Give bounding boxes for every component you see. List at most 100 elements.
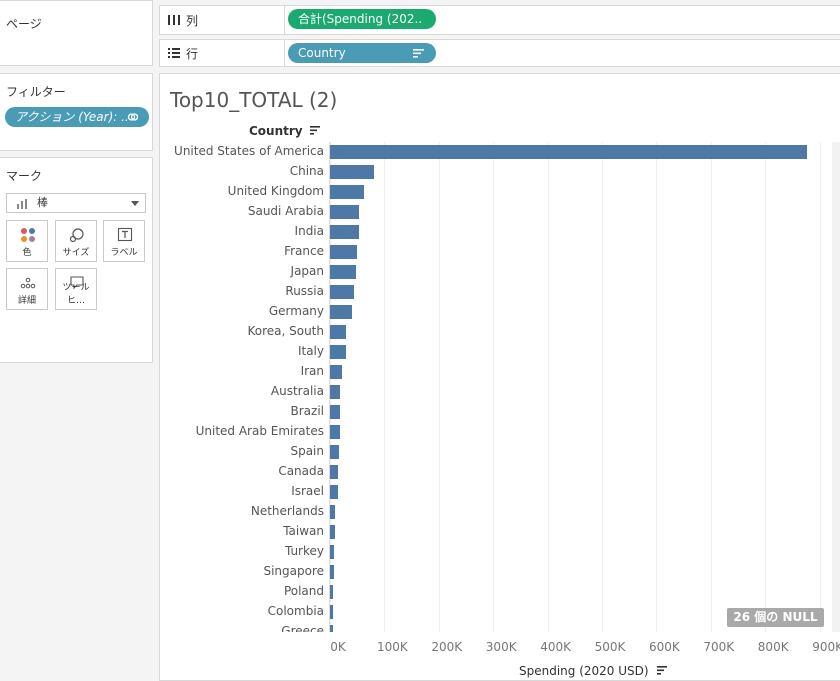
sort-icon	[413, 49, 424, 58]
mark-type-select[interactable]: 棒	[6, 193, 146, 213]
country-label[interactable]: Spain	[290, 444, 324, 458]
country-label[interactable]: United States of America	[174, 144, 324, 158]
x-tick-label: 400K	[540, 640, 571, 654]
bar[interactable]	[330, 285, 355, 299]
bar[interactable]	[330, 145, 808, 159]
bar[interactable]	[330, 445, 339, 459]
x-tick-label: 500K	[594, 640, 626, 654]
view-title: Top10_TOTAL (2)	[170, 88, 338, 112]
row-header-label: Country	[249, 124, 303, 138]
bar[interactable]	[330, 325, 347, 339]
country-label[interactable]: Greece	[281, 624, 324, 632]
country-label[interactable]: Netherlands	[250, 504, 324, 518]
filter-pill-year[interactable]: アクション (Year): ..	[5, 107, 149, 127]
x-tick-label: 800K	[757, 640, 789, 654]
country-label[interactable]: China	[289, 164, 324, 178]
scrollbar-track[interactable]	[832, 142, 840, 632]
country-label[interactable]: Poland	[283, 584, 324, 598]
mark-type-label: 棒	[37, 196, 48, 209]
country-label[interactable]: United Kingdom	[227, 184, 324, 198]
bar[interactable]	[330, 585, 334, 599]
country-label[interactable]: Colombia	[267, 604, 324, 618]
country-label[interactable]: Germany	[268, 304, 324, 318]
text-label-icon	[117, 227, 133, 242]
country-label[interactable]: Israel	[291, 484, 324, 498]
shelf-divider	[284, 6, 285, 34]
rows-pill-label: Country	[298, 46, 346, 60]
country-label[interactable]: Saudi Arabia	[247, 204, 324, 218]
mark-size-button[interactable]: サイズ	[55, 220, 97, 262]
pages-title: ページ	[6, 17, 42, 31]
bar[interactable]	[330, 185, 364, 199]
country-label[interactable]: Taiwan	[283, 524, 324, 538]
tooltip-icon	[70, 276, 84, 290]
country-label[interactable]: France	[284, 244, 324, 258]
bars	[160, 142, 840, 632]
country-label[interactable]: Turkey	[284, 544, 324, 558]
x-axis-title[interactable]: Spending (2020 USD)	[519, 664, 668, 678]
bar[interactable]	[330, 605, 334, 619]
gridline	[602, 142, 603, 632]
filters-title: フィルター	[6, 85, 66, 99]
bar[interactable]	[330, 545, 334, 559]
bar[interactable]	[330, 425, 340, 439]
filters-panel: フィルター アクション (Year): ..	[0, 73, 153, 151]
bar[interactable]	[330, 205, 360, 219]
x-tick-label: 200K	[431, 640, 463, 654]
bar[interactable]	[330, 405, 340, 419]
sort-icon	[657, 666, 668, 675]
mark-color-button[interactable]: 色	[6, 220, 48, 262]
view-panel	[159, 73, 840, 681]
bar[interactable]	[330, 505, 335, 519]
country-label[interactable]: Australia	[270, 384, 324, 398]
country-label[interactable]: Iran	[300, 364, 324, 378]
shelf-divider	[284, 40, 285, 66]
bar[interactable]	[330, 265, 356, 279]
rows-pill-country[interactable]: Country	[288, 43, 436, 63]
bar[interactable]	[330, 305, 353, 319]
bar[interactable]	[330, 365, 342, 379]
bar[interactable]	[330, 465, 339, 479]
mark-detail-button[interactable]: 詳細	[6, 268, 48, 310]
country-label[interactable]: India	[294, 224, 324, 238]
bar[interactable]	[330, 245, 357, 259]
country-label[interactable]: Japan	[290, 264, 324, 278]
x-tick-label: 900K	[812, 640, 840, 654]
mark-tooltip-button[interactable]: ツールヒ…	[55, 268, 97, 310]
bar[interactable]	[330, 225, 360, 239]
gridline	[547, 142, 549, 632]
mark-detail-label: 詳細	[17, 296, 36, 306]
mark-size-label: サイズ	[62, 248, 90, 258]
country-label[interactable]: Russia	[285, 284, 324, 298]
country-label[interactable]: Singapore	[263, 564, 324, 578]
pages-panel: ページ	[0, 0, 153, 66]
null-indicator[interactable]: 26 個の NULL	[727, 608, 824, 627]
bar[interactable]	[330, 165, 374, 179]
row-header-country[interactable]: Country	[249, 124, 320, 138]
bar[interactable]	[330, 345, 346, 359]
gridline	[765, 142, 767, 632]
rows-label: 行	[186, 47, 199, 61]
gridline	[493, 142, 495, 632]
mark-label-button[interactable]: ラベル	[103, 220, 145, 262]
columns-label: 列	[186, 14, 199, 28]
bar[interactable]	[330, 385, 340, 399]
country-label[interactable]: Brazil	[290, 404, 325, 418]
country-label[interactable]: Canada	[278, 464, 324, 478]
mark-label-label: ラベル	[110, 248, 138, 258]
size-icon	[69, 228, 84, 243]
bar[interactable]	[330, 565, 334, 579]
mark-tooltip-label: ツールヒ…	[62, 283, 90, 306]
bar-chart: United States of America China United King…	[160, 142, 840, 632]
bar[interactable]	[330, 525, 335, 539]
country-label[interactable]: Italy	[297, 344, 324, 358]
columns-pill-spending[interactable]: 合計(Spending (202..	[288, 9, 436, 29]
x-tick-label: 600K	[649, 640, 680, 654]
detail-icon	[20, 277, 36, 289]
country-label[interactable]: Korea, South	[247, 324, 324, 338]
country-label[interactable]: United Arab Emirates	[195, 424, 324, 438]
bar[interactable]	[330, 485, 338, 499]
chevron-down-icon	[131, 201, 139, 206]
bar[interactable]	[330, 625, 333, 632]
color-icon	[21, 228, 35, 242]
